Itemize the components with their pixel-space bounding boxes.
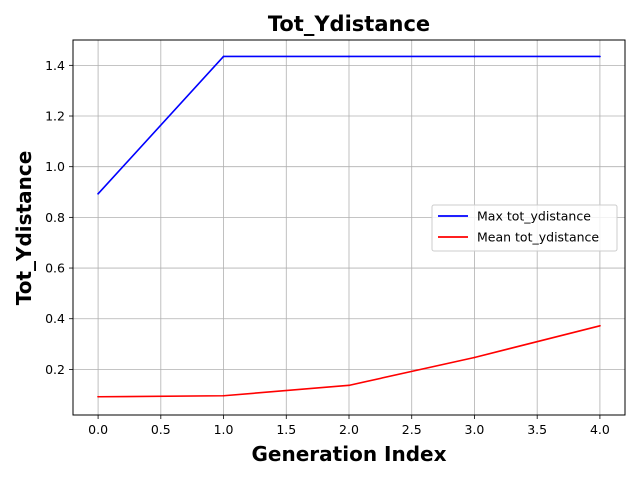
data-point bbox=[599, 324, 601, 327]
grid-lines bbox=[73, 40, 625, 415]
legend-box bbox=[431, 204, 618, 252]
x-tick-label: 2.0 bbox=[339, 422, 359, 437]
y-tick-label: 1.4 bbox=[45, 58, 65, 73]
x-tick-label: 3.0 bbox=[465, 422, 485, 437]
data-point bbox=[97, 192, 99, 195]
x-tick-label: 0.5 bbox=[151, 422, 171, 437]
data-point bbox=[599, 55, 601, 58]
y-tick-label: 1.2 bbox=[45, 109, 65, 124]
data-point bbox=[348, 55, 350, 58]
y-tick-label: 0.4 bbox=[45, 311, 65, 326]
data-point bbox=[222, 394, 225, 397]
legend: Max tot_ydistance Mean tot_ydistance bbox=[431, 204, 618, 252]
x-tick-label: 1.0 bbox=[214, 422, 234, 437]
data-point bbox=[97, 395, 99, 398]
y-tick-label: 1.0 bbox=[45, 159, 65, 174]
y-tick-label: 0.2 bbox=[45, 362, 65, 377]
data-point bbox=[473, 356, 476, 359]
x-tick-label: 2.5 bbox=[402, 422, 422, 437]
y-axis-label: Tot_Ydistance bbox=[12, 151, 36, 306]
legend-label-max: Max tot_ydistance bbox=[477, 209, 591, 224]
legend-label-mean: Mean tot_ydistance bbox=[477, 230, 599, 245]
x-axis-label: Generation Index bbox=[252, 442, 447, 466]
x-tick-label: 1.5 bbox=[276, 422, 296, 437]
axis-ticks: 0.0 0.5 1.0 1.5 2.0 2.5 3.0 3.5 4.0 0.2 0.4 0.6 0.8 1… bbox=[45, 58, 610, 437]
series-lines bbox=[97, 55, 601, 398]
data-point bbox=[222, 55, 225, 58]
y-tick-label: 0.6 bbox=[45, 261, 65, 276]
x-tick-label: 0.0 bbox=[88, 422, 108, 437]
x-tick-label: 3.5 bbox=[527, 422, 547, 437]
data-point bbox=[348, 384, 350, 387]
x-tick-label: 4.0 bbox=[590, 422, 610, 437]
chart-title: Tot_Ydistance bbox=[268, 12, 430, 36]
data-point bbox=[473, 55, 476, 58]
y-tick-label: 0.8 bbox=[45, 210, 65, 225]
